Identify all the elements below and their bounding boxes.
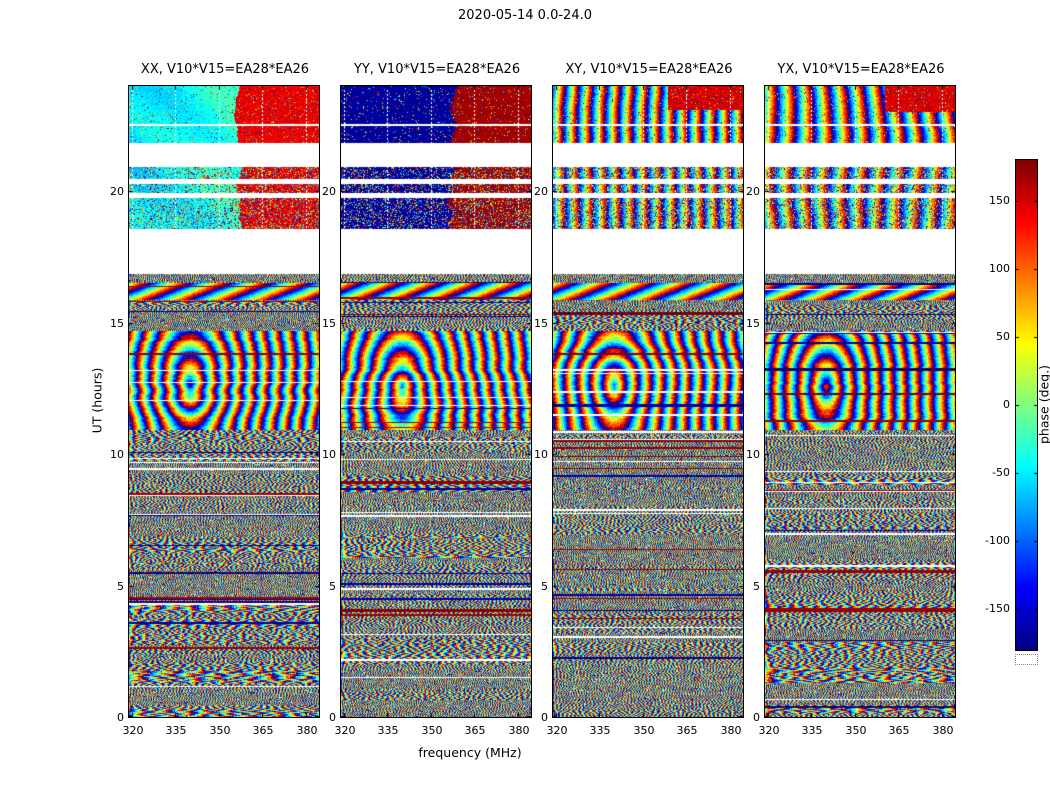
y-axis-label: UT (hours) <box>89 367 105 434</box>
x-tick-label-yy-320: 320 <box>334 724 356 737</box>
y-tick-label-xy-15: 15 <box>534 317 548 330</box>
y-tick-label-xy-5: 5 <box>541 580 548 593</box>
y-tick-label-xy-0: 0 <box>541 711 548 724</box>
panel-xy: XY, V10*V15=EA28*EA26 320 335 350 365 380 0 5 10… <box>534 62 744 737</box>
y-tick-label-xy-10: 10 <box>534 448 548 461</box>
colorbar <box>1015 159 1038 651</box>
x-tick-label-xy-320: 320 <box>546 724 568 737</box>
x-tick-label-xy-335: 335 <box>589 724 611 737</box>
y-tick-label-yx-15: 15 <box>746 317 760 330</box>
y-tick-label-yy-5: 5 <box>329 580 336 593</box>
y-tick-label-xx-10: 10 <box>110 448 124 461</box>
x-tick-label-yx-320: 320 <box>758 724 780 737</box>
y-tick-label-yy-10: 10 <box>322 448 336 461</box>
x-tick-label-yy-350: 350 <box>421 724 443 737</box>
panel-xx: XX, V10*V15=EA28*EA26 320 335 350 365 380 0 5 10… <box>110 62 320 737</box>
y-tick-label-yy-0: 0 <box>329 711 336 724</box>
x-tick-label-xy-350: 350 <box>633 724 655 737</box>
y-tick-label-xx-0: 0 <box>117 711 124 724</box>
x-tick-label-xx-320: 320 <box>122 724 144 737</box>
colorbar-tick-label-100: 100 <box>989 262 1010 275</box>
y-tick-label-yy-15: 15 <box>322 317 336 330</box>
colorbar-extension-box <box>1015 654 1038 665</box>
colorbar-tick-label--150: -150 <box>985 602 1010 615</box>
y-tick-label-xx-5: 5 <box>117 580 124 593</box>
colorbar-tick-label-50: 50 <box>996 330 1010 343</box>
heatmap-canvas-yy <box>341 86 531 717</box>
y-tick-label-xx-20: 20 <box>110 185 124 198</box>
colorbar-tick-label-0: 0 <box>1003 398 1010 411</box>
colorbar-tick-label--100: -100 <box>985 534 1010 547</box>
colorbar-gradient <box>1016 160 1037 650</box>
x-tick-label-yx-350: 350 <box>845 724 867 737</box>
x-tick-label-yy-365: 365 <box>464 724 486 737</box>
colorbar-tick-label--50: -50 <box>992 466 1010 479</box>
panel-title-xy: XY, V10*V15=EA28*EA26 <box>565 62 733 77</box>
x-tick-label-yx-335: 335 <box>801 724 823 737</box>
y-tick-label-xx-15: 15 <box>110 317 124 330</box>
x-tick-label-yy-380: 380 <box>508 724 530 737</box>
y-tick-label-xy-20: 20 <box>534 185 548 198</box>
panel-title-yy: YY, V10*V15=EA28*EA26 <box>353 62 521 77</box>
x-tick-label-xx-380: 380 <box>296 724 318 737</box>
heatmap-canvas-xy <box>553 86 743 717</box>
x-axis-label: frequency (MHz) <box>418 745 522 760</box>
panel-title-xx: XX, V10*V15=EA28*EA26 <box>140 62 310 77</box>
y-tick-label-yx-0: 0 <box>753 711 760 724</box>
heatmap-canvas-yx <box>765 86 955 717</box>
colorbar-label: phase (deg.) <box>1036 365 1050 444</box>
y-tick-label-yx-5: 5 <box>753 580 760 593</box>
y-tick-label-yx-10: 10 <box>746 448 760 461</box>
y-tick-label-yx-20: 20 <box>746 185 760 198</box>
heatmap-canvas-xx <box>129 86 319 717</box>
panel-yx: YX, V10*V15=EA28*EA26 320 335 350 365 380 0 5 10… <box>746 62 956 737</box>
x-tick-label-xx-365: 365 <box>252 724 274 737</box>
x-tick-label-xx-335: 335 <box>165 724 187 737</box>
colorbar-tick-label-150: 150 <box>989 194 1010 207</box>
figure-title: 2020-05-14 0.0-24.0 <box>458 8 592 23</box>
panel-yy: YY, V10*V15=EA28*EA26 320 335 350 365 380 0 5 10… <box>322 62 532 737</box>
x-tick-label-yx-365: 365 <box>888 724 910 737</box>
x-tick-label-xx-350: 350 <box>209 724 231 737</box>
y-tick-label-yy-20: 20 <box>322 185 336 198</box>
x-tick-label-yy-335: 335 <box>377 724 399 737</box>
x-tick-label-yx-380: 380 <box>932 724 954 737</box>
panel-title-yx: YX, V10*V15=EA28*EA26 <box>777 62 945 77</box>
x-tick-label-xy-380: 380 <box>720 724 742 737</box>
x-tick-label-xy-365: 365 <box>676 724 698 737</box>
